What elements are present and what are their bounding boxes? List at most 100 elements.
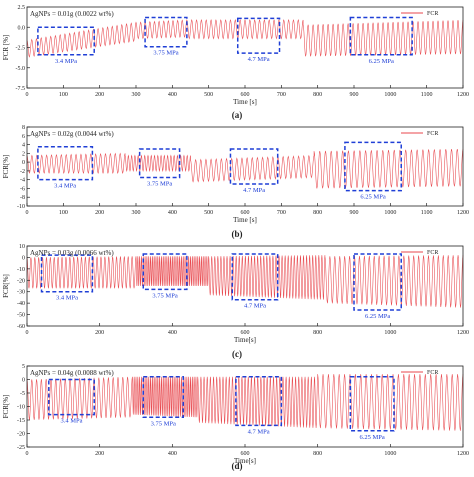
x-tick-label: 1100 [421,92,433,98]
pressure-box [236,17,281,54]
x-tick-label: 500 [204,92,213,98]
x-tick-label: 400 [168,451,177,457]
fcr-series-line [26,148,464,189]
x-tick-label: 200 [95,210,104,216]
pressure-label: 4.7 MPa [244,303,266,310]
legend-label: FCR [427,11,438,17]
pressure-label: 6.25 MPa [365,313,390,320]
panel-label: (c) [232,349,242,359]
y-tick-label: -10 [17,267,25,273]
pressure-box [349,16,413,56]
panel-label: (a) [232,110,243,120]
pressure-label: 3.75 MPa [152,292,177,299]
legend-label: FCR [427,370,438,376]
fcr-series-line [26,255,464,308]
x-tick-label: 1200 [457,92,469,98]
chart-panel-a: 3.4 MPa 3.75 MPa 4.7 MPa 6.25 MPa 0 100 200 300… [2,5,469,120]
pressure-label: 3.4 MPa [56,295,78,302]
pressure-label: 3.4 MPa [60,418,82,425]
x-tick-label: 300 [132,92,141,98]
x-tick-label: 100 [59,92,68,98]
x-tick-label: 1100 [421,210,433,216]
pressure-label: 6.25 MPa [360,194,385,201]
x-tick-label: 300 [132,210,141,216]
x-tick-label: 900 [350,210,359,216]
y-tick-label: 2.5 [18,5,26,11]
concentration-annotation: AgNPs = 0.01g (0.0022 wt%) [30,10,114,18]
pressure-box [48,378,95,416]
pressure-label: 6.25 MPa [369,58,394,65]
x-tick-label: 800 [313,210,322,216]
y-tick-label: -2.5 [16,46,26,52]
x-tick-label: 1200 [457,330,469,336]
x-tick-label: 400 [168,210,177,216]
legend-label: FCR [427,131,438,137]
fcr-series-line [26,374,464,431]
concentration-annotation: AgNPs = 0.03g (0.0066 wt%) [30,249,114,257]
pressure-box [349,376,395,432]
y-tick-label: -8 [20,195,25,201]
pressure-label: 4.7 MPa [248,56,270,63]
pressure-box [144,16,188,48]
chart-panel-c: 3.4 MPa 3.75 MPa 4.7 MPa 6.25 MPa 0 200 400 600… [2,244,469,359]
y-axis-label: FCR[%] [2,274,10,298]
x-tick-label: 600 [241,210,250,216]
y-tick-label: 4 [22,143,25,149]
y-tick-label: -7.5 [16,86,26,92]
y-tick-label: -5 [20,391,25,397]
y-tick-label: -60 [17,324,25,330]
x-tick-label: 400 [168,330,177,336]
pressure-box [231,253,279,301]
y-tick-label: -4 [20,178,25,184]
x-tick-label: 600 [241,451,250,457]
y-tick-label: -50 [17,313,25,319]
y-tick-label: 5 [22,364,25,370]
y-tick-label: -10 [17,405,25,411]
x-tick-label: 600 [241,92,250,98]
x-tick-label: 800 [313,330,322,336]
x-tick-label: 0 [26,92,29,98]
y-tick-label: -25 [17,445,25,451]
y-tick-label: -5.0 [16,66,26,72]
x-tick-label: 200 [95,92,104,98]
x-tick-label: 0 [26,451,29,457]
pressure-box [142,253,188,291]
x-tick-label: 500 [204,210,213,216]
x-tick-label: 200 [95,330,104,336]
pressure-label: 3.4 MPa [55,58,77,65]
pressure-label: 4.7 MPa [243,187,265,194]
pressure-box [37,146,94,181]
x-tick-label: 1000 [384,330,396,336]
y-axis-label: FCR[%] [2,395,10,419]
concentration-annotation: AgNPs = 0.04g (0.0088 wt%) [30,369,114,377]
x-axis-label: Time[s] [234,336,256,344]
pressure-label: 3.75 MPa [147,180,172,187]
pressure-box [40,254,94,293]
x-tick-label: 600 [241,330,250,336]
x-tick-label: 400 [168,92,177,98]
x-tick-label: 200 [95,451,104,457]
y-tick-label: 0 [22,378,25,384]
x-tick-label: 1000 [384,92,396,98]
y-tick-label: -30 [17,290,25,296]
panel-label: (d) [232,461,243,471]
x-tick-label: 800 [313,92,322,98]
legend-label: FCR [427,250,438,256]
y-axis-label: FCR[%] [2,155,10,179]
pressure-label: 3.4 MPa [54,183,76,190]
y-tick-label: 0 [22,255,25,261]
pressure-label: 3.75 MPa [151,420,176,427]
y-tick-label: 0 [22,160,25,166]
y-tick-label: 0.0 [18,25,26,31]
x-tick-label: 1000 [384,451,396,457]
pressure-box [353,253,402,311]
x-axis-label: Time [s] [233,98,257,106]
x-tick-label: 800 [313,451,322,457]
pressure-box [37,26,95,56]
x-tick-label: 0 [26,330,29,336]
x-tick-label: 700 [277,210,286,216]
concentration-annotation: AgNPs = 0.02g (0.0044 wt%) [30,130,114,138]
x-tick-label: 700 [277,92,286,98]
y-tick-label: 6 [22,134,25,140]
